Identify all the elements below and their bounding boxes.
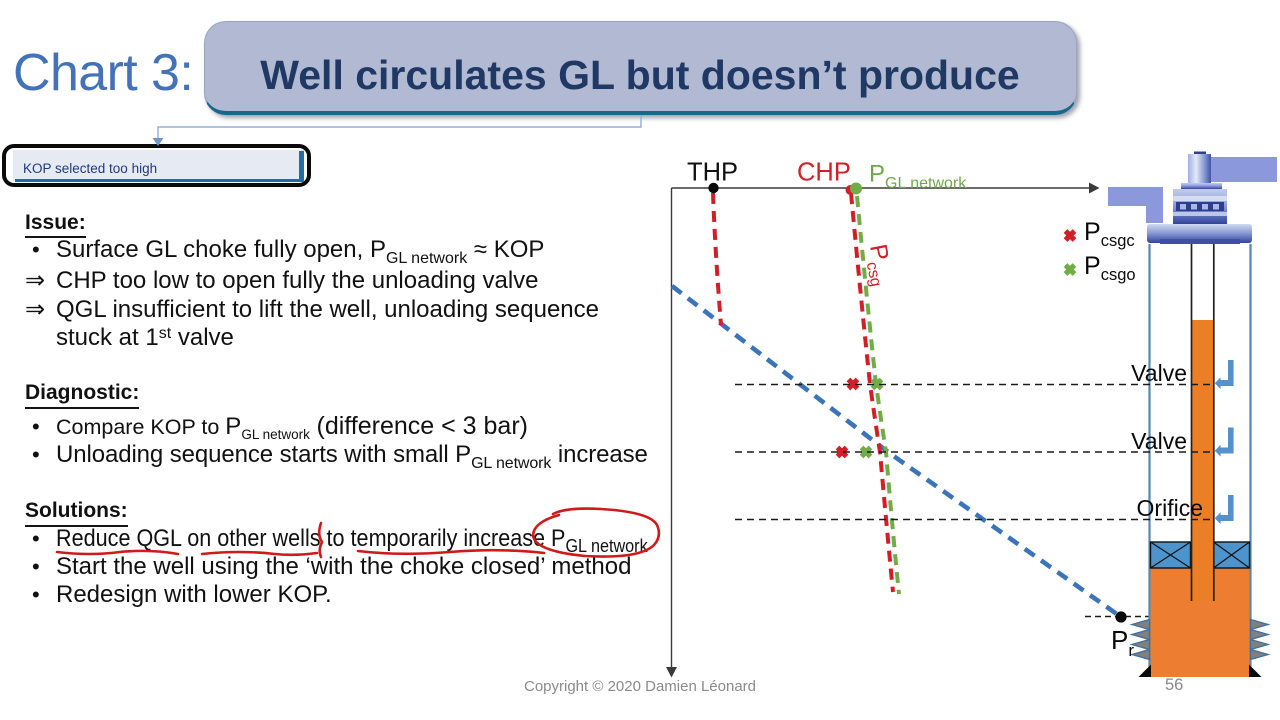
svg-text:CHP: CHP (797, 159, 851, 187)
svg-text:Orifice: Orifice (1137, 495, 1203, 521)
svg-text:Pr: Pr (1111, 625, 1134, 660)
svg-text:THP: THP (687, 159, 738, 187)
svg-text:Valve: Valve (1131, 360, 1187, 386)
svg-text:Pcsg: Pcsg (860, 242, 899, 288)
svg-text:Pcsgc: Pcsgc (1084, 218, 1135, 250)
svg-text:PGL network: PGL network (869, 161, 967, 193)
svg-text:Valve: Valve (1131, 428, 1187, 454)
svg-text:Pcsgo: Pcsgo (1084, 252, 1136, 284)
